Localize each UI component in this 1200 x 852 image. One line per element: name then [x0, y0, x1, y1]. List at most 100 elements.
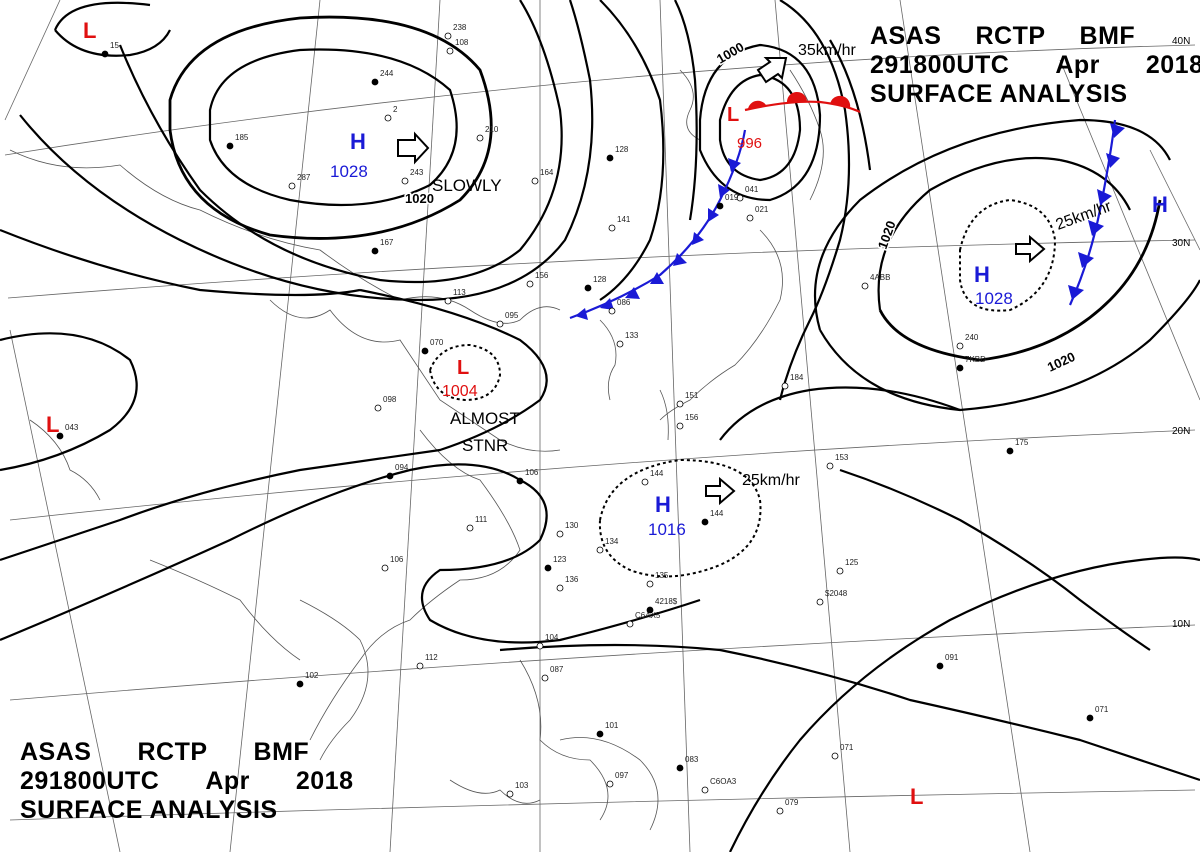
- station-value: 7KBD: [965, 355, 986, 364]
- station-value: 098: [383, 395, 397, 404]
- high-letter: H: [655, 492, 671, 517]
- station-value: 134: [605, 537, 619, 546]
- title-time: 291800UTC: [870, 51, 1010, 79]
- station-value: 113: [453, 288, 466, 297]
- station-marker: [861, 282, 869, 290]
- station-marker: [296, 680, 304, 688]
- station-marker: [506, 790, 514, 798]
- title-product: SURFACE ANALYSIS: [20, 796, 278, 824]
- high-letter: H: [974, 262, 990, 287]
- high-center-1016: H 1016 25km/hr: [648, 472, 800, 539]
- station-marker: [646, 606, 654, 614]
- station-value: $2048: [825, 589, 848, 598]
- station-marker: [536, 642, 544, 650]
- station-marker: [476, 134, 484, 142]
- chart-title-top: ASAS RCTP BMF 291800UTC Apr 2018 SURFACE ANA…: [870, 22, 1200, 109]
- station-value: 185: [235, 133, 249, 142]
- movement-speed: 25km/hr: [1054, 198, 1115, 234]
- isobar-label: 1020: [875, 219, 899, 251]
- station-marker: [416, 662, 424, 670]
- title-row-3: SURFACE ANALYSIS: [870, 80, 1200, 109]
- title-time: 291800UTC: [20, 767, 160, 795]
- station-marker: [1006, 447, 1014, 455]
- station-value: 070: [430, 338, 444, 347]
- low-center-1004: L 1004 ALMOST STNR: [442, 357, 520, 455]
- chart-title-bottom: ASAS RCTP BMF 291800UTC Apr 2018 SURFACE ANA…: [20, 738, 354, 825]
- title-product: SURFACE ANALYSIS: [870, 80, 1128, 108]
- station-value: 071: [840, 743, 854, 752]
- station-value: 106: [390, 555, 404, 564]
- latitude-label-30n: 30N: [1172, 238, 1190, 249]
- station-marker: [776, 807, 784, 815]
- station-marker: [641, 478, 649, 486]
- station-value: 135: [655, 571, 669, 580]
- station-value: 106: [525, 468, 539, 477]
- title-row-2: 291800UTC Apr 2018: [20, 767, 354, 796]
- station-marker: [736, 194, 744, 202]
- station-value: 101: [605, 721, 619, 730]
- station-value: 128: [615, 145, 629, 154]
- station-marker: [606, 154, 614, 162]
- station-marker: [816, 598, 824, 606]
- station-marker: [444, 32, 452, 40]
- station-marker: [836, 567, 844, 575]
- high-center-northwest: H 1028 SLOWLY: [330, 129, 502, 195]
- station-marker: [544, 564, 552, 572]
- station-value: 15: [110, 41, 119, 50]
- station-value: 097: [615, 771, 629, 780]
- station-marker: [608, 307, 616, 315]
- station-marker: [701, 786, 709, 794]
- station-value: 091: [945, 653, 959, 662]
- station-value: 130: [565, 521, 579, 530]
- low-letter-north: L: [83, 18, 96, 43]
- isobar-label: 1000: [714, 39, 747, 66]
- station-value: 141: [617, 215, 631, 224]
- station-value: 094: [395, 463, 409, 472]
- motion-arrows: [397, 57, 1046, 506]
- station-value: C6OA3: [710, 777, 737, 786]
- title-office: BMF: [253, 738, 310, 766]
- low-letter: L: [457, 357, 469, 379]
- high-pressure-value: 1016: [648, 520, 686, 539]
- movement-speed: 25km/hr: [742, 472, 800, 489]
- station-marker: [496, 320, 504, 328]
- station-value: 087: [550, 665, 564, 674]
- coastlines: [9, 69, 824, 831]
- latitude-label-10n: 10N: [1172, 619, 1190, 630]
- station-value: 021: [755, 205, 769, 214]
- station-value: 019: [725, 193, 739, 202]
- low-pressure-value: 996: [737, 135, 762, 152]
- movement-note: SLOWLY: [432, 176, 502, 195]
- station-value: C6AX5: [635, 611, 661, 620]
- low-letter: L: [727, 104, 739, 126]
- station-value: 151: [685, 391, 699, 400]
- station-value: 210: [485, 125, 499, 134]
- isobar-label: 1020: [1045, 349, 1078, 375]
- pressure-centers: H 1028 SLOWLY L 996 35km/hr H 1028 25km/…: [46, 18, 1168, 809]
- station-value: 175: [1015, 438, 1029, 447]
- title-row-3: SURFACE ANALYSIS: [20, 796, 354, 825]
- station-value: 102: [305, 671, 319, 680]
- title-office: BMF: [1079, 22, 1136, 50]
- dashed-isobars: [428, 198, 1057, 578]
- high-letter: H: [350, 129, 366, 154]
- station-marker: [608, 224, 616, 232]
- station-value: 164: [540, 168, 554, 177]
- station-marker: [401, 177, 409, 185]
- station-marker: [421, 347, 429, 355]
- station-value: 041: [745, 185, 759, 194]
- title-month: Apr: [1055, 51, 1100, 79]
- station-marker: [526, 280, 534, 288]
- station-value: 128: [593, 275, 607, 284]
- station-marker: [596, 730, 604, 738]
- station-marker: [56, 432, 64, 440]
- station-value: 112: [425, 653, 438, 662]
- station-value: 083: [685, 755, 699, 764]
- station-marker: [556, 584, 564, 592]
- graticule: [4, 0, 1200, 852]
- station-marker: [381, 564, 389, 572]
- station-marker: [444, 297, 452, 305]
- title-year: 2018: [295, 767, 354, 795]
- station-value: 144: [710, 509, 724, 518]
